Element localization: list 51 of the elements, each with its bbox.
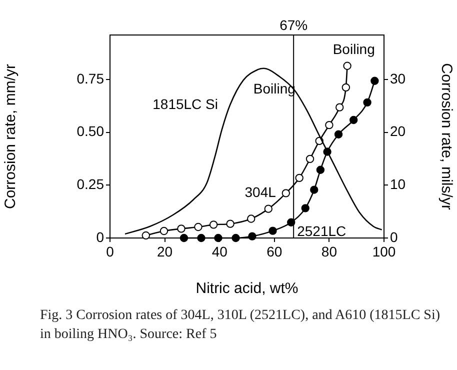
y2-tick-label: 0 bbox=[390, 228, 398, 245]
x-axis-title: Nitric acid, wt% bbox=[196, 280, 298, 298]
series-label: 304L bbox=[244, 184, 276, 200]
point bbox=[248, 232, 256, 240]
y2-tick-label: 10 bbox=[390, 176, 406, 192]
point bbox=[306, 154, 314, 164]
x-tick-label: 40 bbox=[212, 243, 228, 260]
point bbox=[177, 224, 186, 233]
point bbox=[142, 231, 150, 240]
point bbox=[180, 234, 188, 242]
point bbox=[343, 62, 352, 70]
y2-tick-label: 30 bbox=[390, 70, 406, 86]
caption: Fig. 3 Corrosion rates of 304L, 310L (2521LC), and A610 (1815LC Si) in boiling HNO₃. Source: Ref 5 bbox=[40, 307, 440, 344]
point bbox=[336, 103, 344, 112]
y-tick-label: 0.50 bbox=[76, 123, 104, 140]
point bbox=[160, 226, 168, 236]
series-label: 1815LC Si bbox=[152, 96, 218, 112]
point bbox=[214, 234, 222, 242]
point bbox=[194, 222, 202, 232]
y2-tick-label: 20 bbox=[390, 123, 406, 140]
y-axis-title: Corrosion rate, mm/yr bbox=[2, 64, 20, 210]
y-tick-label: 0 bbox=[96, 228, 104, 245]
point bbox=[363, 98, 372, 107]
point bbox=[342, 83, 350, 92]
point bbox=[310, 186, 318, 194]
series-label: 2521LC bbox=[297, 223, 346, 240]
x-tick-label: 0 bbox=[106, 243, 114, 260]
point bbox=[349, 116, 358, 124]
point bbox=[316, 166, 325, 174]
point bbox=[232, 234, 240, 242]
ref-line-label: 67% bbox=[280, 16, 308, 33]
point bbox=[301, 204, 310, 212]
y-tick-label: 0.25 bbox=[76, 176, 104, 192]
annotation: Boiling bbox=[332, 41, 375, 58]
point bbox=[334, 130, 343, 138]
point bbox=[325, 120, 334, 130]
x-tick-label: 80 bbox=[321, 243, 338, 260]
point bbox=[247, 214, 256, 223]
point bbox=[370, 76, 379, 85]
point bbox=[295, 174, 304, 182]
point bbox=[226, 220, 234, 228]
point bbox=[197, 234, 206, 242]
point bbox=[209, 220, 218, 229]
x-tick-label: 100 bbox=[372, 243, 396, 260]
point bbox=[268, 226, 277, 235]
point bbox=[264, 204, 272, 213]
y-tick-label: 0.75 bbox=[76, 70, 104, 86]
y2-axis-title: Corrosion rate, mils/yr bbox=[438, 63, 455, 210]
x-tick-label: 20 bbox=[157, 243, 173, 260]
x-tick-label: 60 bbox=[266, 243, 282, 260]
point bbox=[282, 189, 290, 198]
